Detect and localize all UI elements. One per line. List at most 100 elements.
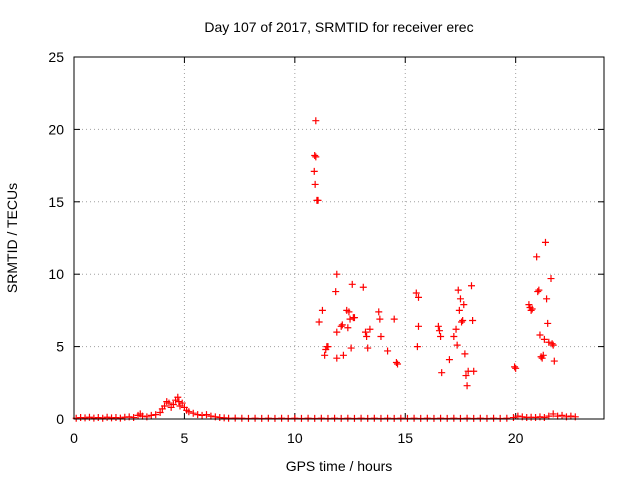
data-point (417, 414, 425, 422)
data-point (346, 315, 354, 323)
data-point (350, 414, 358, 422)
data-point (554, 412, 562, 420)
data-point (291, 414, 299, 422)
x-tick-label: 20 (508, 430, 524, 446)
data-point (430, 414, 438, 422)
data-point (514, 412, 522, 420)
data-point (463, 382, 471, 390)
data-point (413, 343, 421, 351)
data-point (310, 167, 318, 175)
data-point (364, 414, 372, 422)
data-point (461, 350, 469, 358)
data-point (397, 414, 405, 422)
data-point (311, 180, 319, 188)
data-point (548, 340, 556, 348)
data-point (511, 363, 519, 371)
data-point (512, 364, 520, 372)
data-point (392, 359, 400, 367)
x-axis-label: GPS time / hours (286, 458, 393, 474)
data-point (271, 414, 279, 422)
y-tick-label: 10 (48, 266, 64, 282)
x-tick-label: 15 (397, 430, 413, 446)
data-point (539, 351, 547, 359)
data-point (85, 413, 93, 421)
grid (74, 57, 604, 419)
data-point (337, 322, 345, 330)
y-tick-label: 5 (56, 339, 64, 355)
data-point (541, 238, 549, 246)
data-point (470, 414, 478, 422)
data-point (503, 414, 511, 422)
data-point (231, 414, 239, 422)
data-point (476, 414, 484, 422)
y-tick-label: 20 (48, 121, 64, 137)
data-point (366, 325, 374, 333)
data-point (423, 414, 431, 422)
data-point (348, 280, 356, 288)
data-point (543, 295, 551, 303)
data-point (412, 289, 420, 297)
data-point (116, 414, 124, 422)
chart-title: Day 107 of 2017, SRMTID for receiver ere… (204, 19, 473, 35)
x-tick-label: 10 (287, 430, 303, 446)
data-point (333, 270, 341, 278)
data-point (549, 341, 557, 349)
data-point (315, 318, 323, 326)
y-axis-label: SRMTID / TECUs (4, 183, 20, 293)
data-point (403, 414, 411, 422)
data-point (225, 414, 233, 422)
data-point (456, 295, 464, 303)
data-point (567, 412, 575, 420)
data-point (284, 414, 292, 422)
data-point (459, 317, 467, 325)
data-point (390, 315, 398, 323)
data-point (545, 412, 553, 420)
data-point (314, 196, 322, 204)
data-point (370, 414, 378, 422)
data-point (185, 408, 193, 416)
data-point (345, 308, 353, 316)
data-point (509, 414, 517, 422)
data-point (558, 411, 566, 419)
data-point (534, 288, 542, 296)
data-point (350, 314, 358, 322)
data-point (318, 306, 326, 314)
data-point (452, 325, 460, 333)
data-point (189, 409, 197, 417)
data-point (496, 414, 504, 422)
data-point (207, 412, 215, 420)
data-point (375, 308, 383, 316)
data-point (549, 410, 557, 418)
data-point (437, 414, 445, 422)
plot-frame (73, 56, 605, 420)
data-point (311, 151, 319, 159)
data-point (344, 324, 352, 332)
data-point (312, 153, 320, 161)
data-point (152, 411, 160, 419)
data-point (178, 399, 186, 407)
data-point (244, 414, 252, 422)
data-point (311, 414, 319, 422)
data-point (238, 414, 246, 422)
data-point (332, 288, 340, 296)
data-point (304, 414, 312, 422)
data-point (258, 414, 266, 422)
data-point (394, 360, 402, 368)
data-point (460, 301, 468, 309)
data-point (454, 286, 462, 294)
data-point (357, 414, 365, 422)
data-point (156, 408, 164, 416)
data-point (450, 414, 458, 422)
y-tick-label: 15 (48, 194, 64, 210)
data-point (437, 332, 445, 340)
data-point (540, 335, 548, 343)
data-point (490, 414, 498, 422)
data-point (533, 253, 541, 261)
data-point (339, 351, 347, 359)
data-point (377, 332, 385, 340)
data-point (324, 414, 332, 422)
data-point (443, 414, 451, 422)
data-point (547, 275, 555, 283)
data-point (333, 328, 341, 336)
